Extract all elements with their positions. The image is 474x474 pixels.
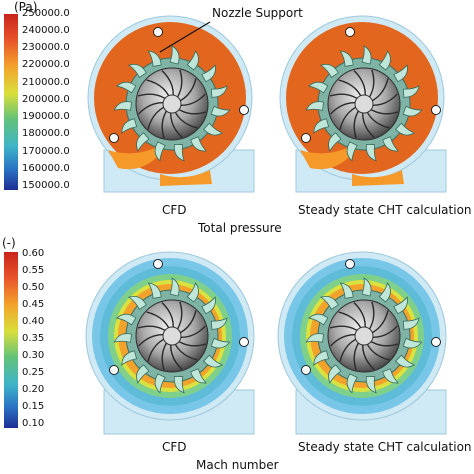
mach-number-caption: Mach number [196, 458, 279, 472]
mach-tick: 0.45 [22, 299, 45, 310]
total-pressure-caption: Total pressure [198, 221, 282, 235]
pressure-tick: 200000.0 [22, 94, 70, 105]
mach-unit: (-) [2, 236, 16, 250]
mach-tick: 0.40 [22, 316, 45, 327]
nozzle-support-annotation: Nozzle Support [212, 6, 303, 20]
pressure-tick: 180000.0 [22, 128, 70, 139]
pressure-tick: 170000.0 [22, 146, 70, 157]
pressure-tick: 230000.0 [22, 42, 70, 53]
pressure-cht-label: Steady state CHT calculation [298, 203, 472, 217]
pressure-unit: (Pa) [14, 0, 38, 14]
pressure-tick: 190000.0 [22, 111, 70, 122]
mach-colorbar [4, 252, 18, 428]
pressure-tick: 220000.0 [22, 59, 70, 70]
pressure-tick: 250000.0 [22, 8, 70, 19]
mach-tick: 0.60 [22, 248, 45, 259]
pressure-tick: 240000.0 [22, 25, 70, 36]
mach-tick: 0.55 [22, 265, 45, 276]
pressure-cfd-panel [87, 15, 255, 193]
mach-cht-panel [277, 251, 447, 435]
mach-tick: 0.35 [22, 333, 45, 344]
pressure-cfd-label: CFD [162, 203, 187, 217]
pressure-tick: 150000.0 [22, 180, 70, 191]
mach-tick: 0.15 [22, 401, 45, 412]
mach-tick: 0.10 [22, 418, 45, 429]
mach-cfd-panel [85, 251, 255, 435]
annotation-leader [159, 21, 211, 53]
mach-cfd-label: CFD [162, 440, 187, 454]
pressure-tick: 160000.0 [22, 163, 70, 174]
pressure-cht-panel [279, 15, 447, 193]
mach-cht-label: Steady state CHT calculation [298, 440, 472, 454]
mach-tick: 0.25 [22, 367, 45, 378]
pressure-tick: 210000.0 [22, 77, 70, 88]
mach-tick: 0.30 [22, 350, 45, 361]
mach-tick: 0.20 [22, 384, 45, 395]
pressure-colorbar [4, 14, 18, 190]
mach-tick: 0.50 [22, 282, 45, 293]
